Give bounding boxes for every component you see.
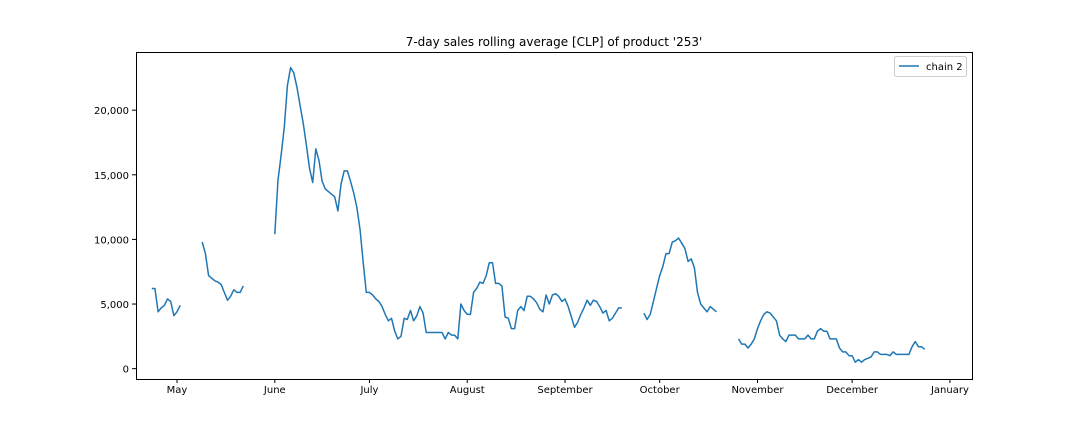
- y-tick-label: 15,000: [94, 171, 129, 182]
- y-axis: 0 5,000 10,000 15,000 20,000: [94, 106, 136, 376]
- plot-area-frame: [136, 52, 973, 380]
- series-line-segment: [737, 311, 926, 363]
- x-tick-label: May: [167, 385, 188, 396]
- x-tick-label: January: [930, 385, 969, 396]
- series-layer: [151, 66, 926, 363]
- x-tick-label: July: [359, 385, 378, 396]
- legend: chain 2: [894, 56, 967, 77]
- x-tick-label: November: [731, 385, 784, 396]
- y-tick-label: 20,000: [94, 106, 129, 117]
- series-line-segment: [151, 287, 181, 317]
- chart-title: 7-day sales rolling average [CLP] of pro…: [406, 35, 703, 49]
- y-tick-label: 10,000: [94, 235, 129, 246]
- y-tick-label: 5,000: [100, 300, 129, 311]
- x-tick-label: June: [263, 385, 286, 396]
- legend-box: [894, 56, 967, 77]
- x-tick-label: August: [450, 385, 485, 396]
- x-tick-label: October: [640, 385, 681, 396]
- series-line-segment: [643, 237, 717, 321]
- series-line-segment: [274, 66, 622, 340]
- x-tick-label: September: [537, 385, 593, 396]
- legend-label-chain-2: chain 2: [926, 62, 963, 73]
- x-axis: May June July August September October Novembe…: [167, 379, 969, 396]
- x-tick-label: December: [826, 385, 879, 396]
- y-tick-label: 0: [123, 365, 129, 376]
- series-line-segment: [201, 241, 244, 301]
